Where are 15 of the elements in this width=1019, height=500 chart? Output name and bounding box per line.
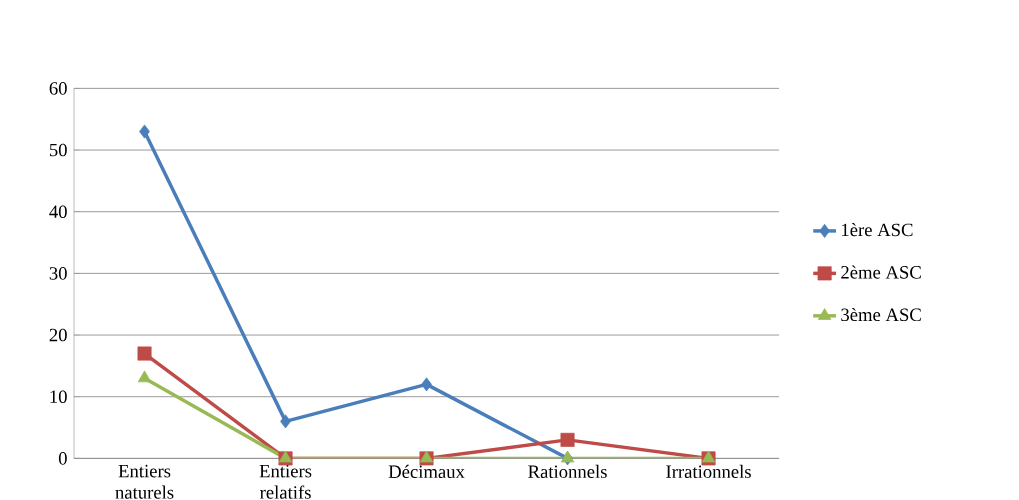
x-tick-label: Rationnels bbox=[528, 464, 607, 478]
y-tick-label: 50 bbox=[49, 143, 67, 157]
y-tick-label: 30 bbox=[49, 267, 67, 280]
y-tick-label: 40 bbox=[49, 205, 67, 219]
x-tick-label: Irrationnels bbox=[666, 464, 751, 478]
legend-label: 2ème ASC bbox=[841, 265, 921, 279]
y-tick-label: 10 bbox=[50, 390, 67, 404]
x-tick-label: Entiers relatifs bbox=[259, 464, 312, 499]
legend-label: 1ère ASC bbox=[842, 223, 913, 237]
x-tick-label: Décimaux bbox=[388, 464, 465, 479]
y-tick-label: 20 bbox=[49, 328, 67, 342]
y-tick-label: 60 bbox=[49, 82, 67, 95]
legend-label: 3ème ASC bbox=[841, 307, 921, 322]
y-tick-label: 0 bbox=[58, 452, 67, 465]
x-tick-label: Entiers naturels bbox=[115, 464, 174, 499]
